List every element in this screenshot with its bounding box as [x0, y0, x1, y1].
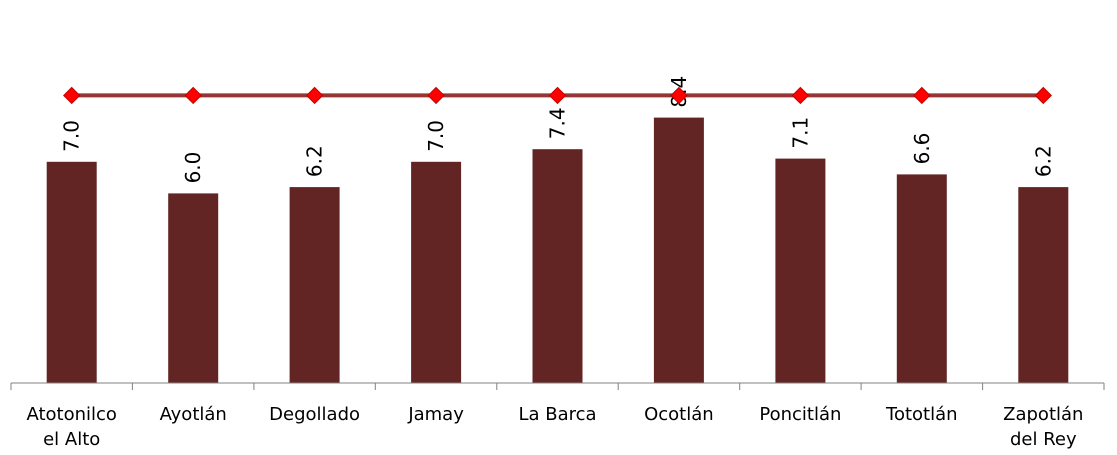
x-tick-label-3: Jamay [407, 404, 464, 425]
x-tick-label-8: Zapotlán del Rey [1003, 404, 1083, 450]
line-marker-1 [184, 86, 202, 105]
bar-0 [46, 161, 97, 383]
bars-layer [46, 117, 1069, 383]
line-marker-5 [670, 86, 688, 105]
bar-6 [775, 158, 826, 383]
line-marker-3 [427, 86, 445, 105]
bar-7 [896, 174, 947, 383]
x-tick-labels: Atotonilco el Alto Ayotlán Degollado Jamay La… [26, 404, 1083, 450]
line-marker-7 [913, 86, 931, 105]
value-label-0: 7.0 [60, 120, 84, 152]
line-marker-2 [305, 86, 324, 105]
x-axis [10, 382, 1105, 390]
bar-2 [289, 187, 340, 383]
value-label-2: 6.2 [303, 145, 327, 177]
x-tick-label-0: Atotonilco el Alto [26, 404, 116, 450]
value-label-3: 7.0 [424, 120, 448, 152]
reference-line-layer [63, 86, 1052, 105]
bar-5 [653, 117, 704, 383]
line-marker-6 [791, 86, 810, 105]
line-marker-8 [1034, 86, 1052, 105]
x-tick-label-2: Degollado [269, 404, 360, 425]
bar-8 [1018, 187, 1069, 383]
x-tick-label-1: Ayotlán [160, 404, 227, 425]
bar-1 [168, 193, 219, 383]
x-tick-label-6: Poncitlán [759, 404, 841, 425]
x-tick-label-5: Ocotlán [644, 404, 714, 425]
line-marker-0 [63, 86, 81, 105]
x-tick-label-7: Tototlán [885, 404, 958, 425]
value-label-4: 7.4 [546, 107, 570, 139]
value-label-8: 6.2 [1031, 145, 1055, 177]
value-labels-layer: 7.06.06.27.07.48.47.16.66.2 [60, 76, 1056, 184]
line-marker-4 [548, 86, 567, 105]
bar-3 [411, 161, 462, 383]
value-label-7: 6.6 [910, 133, 934, 165]
x-tick-label-4: La Barca [518, 404, 596, 425]
value-label-1: 6.0 [181, 152, 205, 184]
value-label-6: 7.1 [788, 117, 812, 149]
bar-4 [532, 149, 583, 383]
